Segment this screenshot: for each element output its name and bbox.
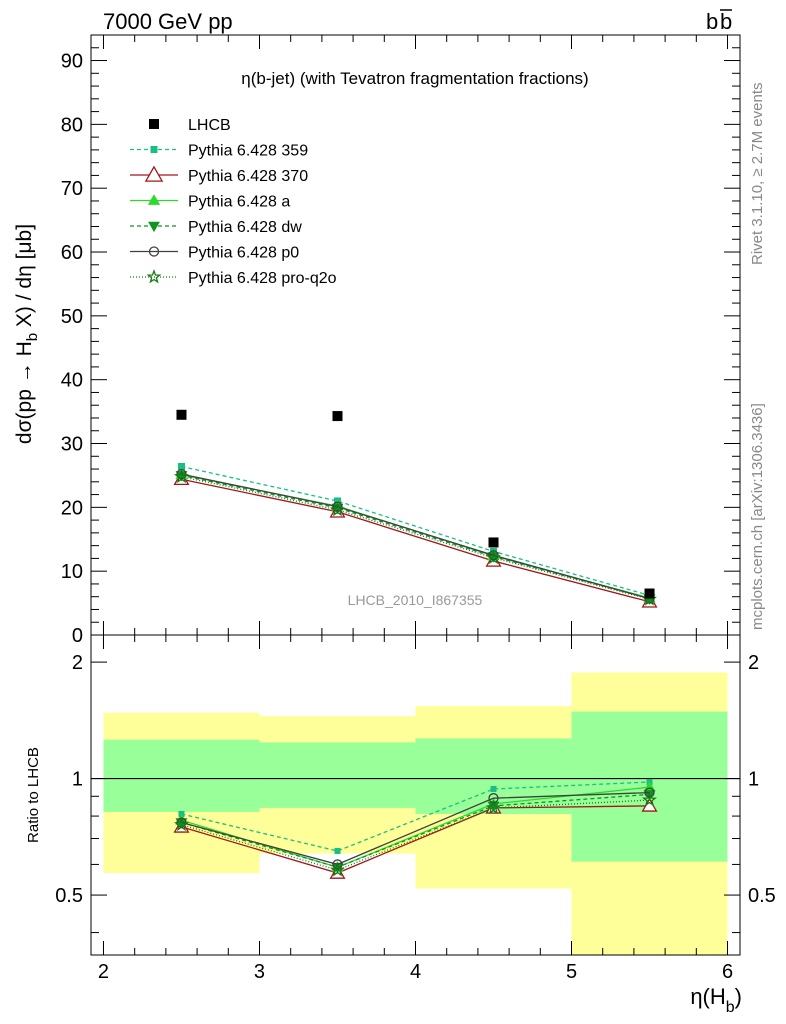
header-right: b b bbox=[706, 9, 732, 34]
x-axis-label-text: η(Hb) bbox=[690, 984, 742, 1016]
series-line bbox=[181, 474, 650, 600]
ratio-series-point bbox=[330, 862, 345, 877]
x-tick-label: 5 bbox=[566, 961, 577, 983]
x-tick-label: 2 bbox=[98, 961, 109, 983]
ratio-series-point bbox=[332, 859, 343, 870]
series-line bbox=[181, 465, 650, 597]
y-tick-label: 0 bbox=[72, 625, 83, 647]
chart-title: η(b-jet) (with Tevatron fragmentation fr… bbox=[241, 69, 588, 88]
data-point bbox=[644, 588, 655, 599]
header-left: 7000 GeV pp bbox=[103, 9, 233, 34]
ratio-series-line bbox=[181, 791, 650, 866]
ratio-series-point bbox=[486, 800, 501, 815]
mcplots-label: mcplots.cern.ch [arXiv:1306.3436] bbox=[749, 403, 766, 630]
data-point bbox=[332, 411, 343, 422]
series-line bbox=[181, 473, 650, 600]
data-point bbox=[176, 409, 187, 420]
series-point bbox=[177, 462, 185, 470]
y-tick-label: 70 bbox=[61, 178, 83, 200]
ratio-series-point bbox=[490, 785, 497, 792]
ratio-y-tick-label-right: 1 bbox=[748, 769, 759, 791]
legend-marker bbox=[144, 165, 164, 182]
data-point bbox=[488, 537, 499, 548]
y-tick-label: 10 bbox=[61, 561, 83, 583]
legend-marker bbox=[146, 269, 162, 284]
series-line bbox=[181, 478, 650, 603]
y-axis-label-part2: X) / dη [μb] bbox=[13, 224, 36, 333]
ratio-y-tick-label: 1 bbox=[72, 769, 83, 791]
ratio-y-tick-label: 0.5 bbox=[55, 885, 83, 907]
band-green bbox=[259, 742, 416, 808]
analysis-watermark: LHCB_2010_I867355 bbox=[348, 592, 483, 608]
ratio-series-point bbox=[334, 847, 341, 854]
series-point bbox=[174, 468, 189, 484]
series-point bbox=[486, 549, 501, 565]
ratio-series-line bbox=[181, 793, 650, 868]
ratio-series-line bbox=[181, 781, 650, 852]
x-axis-label-part1: η(H bbox=[690, 984, 725, 1009]
legend-label: Pythia 6.428 a bbox=[188, 194, 290, 211]
ratio-series-5 bbox=[174, 792, 657, 877]
data-series bbox=[176, 409, 655, 599]
legend-marker bbox=[148, 246, 160, 257]
ratio-series-point bbox=[174, 816, 189, 832]
x-tick-label: 3 bbox=[254, 961, 265, 983]
series-line bbox=[181, 476, 650, 600]
ratio-y-tick-label-right: 2 bbox=[748, 652, 759, 674]
y-tick-label: 80 bbox=[61, 114, 83, 136]
header-right-b: b bbox=[706, 9, 718, 34]
x-axis-label-part2: ) bbox=[735, 984, 742, 1009]
x-tick-label: 6 bbox=[722, 961, 733, 983]
legend-label: Pythia 6.428 dw bbox=[188, 219, 302, 236]
y-tick-label: 90 bbox=[61, 51, 83, 73]
ratio-panel: 0.5 0.5 1 1 2 2 2 3 4 5 6 Ratio to LHCB η(Hb) bbox=[25, 634, 776, 1016]
y-axis-label-part1: dσ(pp → H bbox=[13, 341, 36, 444]
x-axis-label: η(Hb) bbox=[690, 984, 742, 1016]
legend-label: Pythia 6.428 pro-q2o bbox=[188, 270, 337, 287]
y-tick-label: 50 bbox=[61, 306, 83, 328]
legend-label: LHCB bbox=[188, 117, 231, 134]
y-axis-label-sub: b bbox=[24, 333, 41, 341]
header-right-bbar: b bbox=[720, 9, 732, 34]
legend-marker bbox=[147, 194, 161, 205]
legend-label: Pythia 6.428 359 bbox=[188, 143, 308, 160]
ratio-series-line bbox=[181, 805, 650, 874]
ratio-y-axis-label: Ratio to LHCB bbox=[25, 747, 42, 843]
y-tick-label: 60 bbox=[61, 242, 83, 264]
ratio-series-line bbox=[181, 799, 650, 871]
y-axis-label: dσ(pp → Hb X) / dη [μb] bbox=[13, 224, 41, 444]
ratio-y-tick-label: 2 bbox=[72, 652, 83, 674]
legend-marker bbox=[149, 119, 159, 129]
legend-marker bbox=[148, 221, 160, 233]
y-tick-label: 20 bbox=[61, 497, 83, 519]
y-axis-label-text: dσ(pp → Hb X) / dη [μb] bbox=[13, 224, 41, 444]
legend-marker bbox=[150, 146, 158, 153]
ratio-series-point bbox=[642, 792, 657, 807]
ratio-series-point bbox=[178, 810, 185, 817]
band-green bbox=[103, 739, 260, 812]
legend-label: Pythia 6.428 370 bbox=[188, 168, 308, 185]
rivet-label: Rivet 3.1.10, ≥ 2.7M events bbox=[749, 83, 766, 266]
x-axis-label-sub: b bbox=[726, 999, 735, 1016]
series-point bbox=[330, 502, 345, 517]
series-1 bbox=[173, 471, 658, 608]
main-panel: 0 10 20 30 40 50 60 70 80 90 η(b-jet) (with Tevat… bbox=[13, 34, 741, 647]
y-tick-label: 30 bbox=[61, 434, 83, 456]
ratio-y-tick-label-right: 0.5 bbox=[748, 885, 776, 907]
ratio-series-point bbox=[644, 787, 655, 798]
y-tick-label: 40 bbox=[61, 370, 83, 392]
x-tick-label: 4 bbox=[410, 961, 421, 983]
legend-label: Pythia 6.428 p0 bbox=[188, 245, 299, 262]
legend: LHCB Pythia 6.428 359 Pythia 6.428 370 Pyth… bbox=[130, 117, 337, 287]
